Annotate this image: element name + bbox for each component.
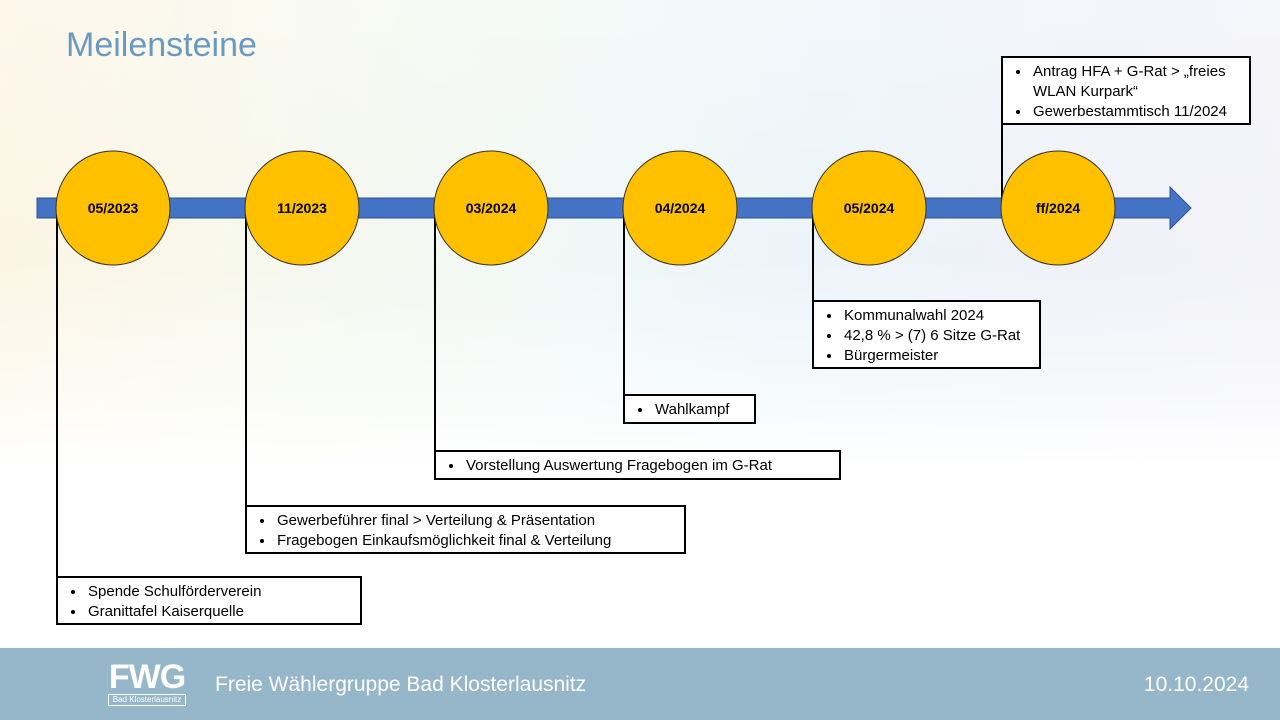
milestone-box: Wahlkampf [623,394,756,424]
milestone-item: Granittafel Kaiserquelle [86,602,352,622]
milestone-item: Fragebogen Einkaufsmöglichkeit final & V… [275,531,676,551]
milestone-date: ff/2024 [1036,200,1081,216]
milestone-item: Gewerbestammtisch 11/2024 [1031,102,1241,122]
organization: Freie Wählergruppe Bad Klosterlausnitz [215,673,587,696]
milestone-circle [622,150,738,266]
milestone-circle [811,150,927,266]
timeline: 05/2023 11/2023 03/2024 04/2024 05/2024 ff/20… [36,125,1192,576]
milestone-item: Bürgermeister [842,346,1031,366]
item-list: Gewerbeführer final > Verteilung & Präse… [247,507,684,555]
milestone-circle [1000,150,1116,266]
item-list: Antrag HFA + G-Rat > „freies WLAN Kurpar… [1003,58,1249,126]
item-list: Wahlkampf [625,396,754,424]
milestone-item: Gewerbeführer final > Verteilung & Präse… [275,511,676,531]
milestone-item: Wahlkampf [653,400,746,420]
milestone-item: 42,8 % > (7) 6 Sitze G-Rat [842,326,1031,346]
milestone-date: 03/2024 [466,200,517,216]
milestone-box: Spende SchulfördervereinGranittafel Kais… [56,576,362,625]
footer: FWG Bad Klosterlausnitz Freie Wählergrup… [0,648,1280,720]
timeline-arrow [36,185,1192,231]
item-list: Kommunalwahl 202442,8 % > (7) 6 Sitze G-… [814,302,1039,370]
milestone-box: Vorstellung Auswertung Fragebogen im G-R… [434,450,841,480]
milestone-date: 11/2023 [277,200,327,216]
item-list: Vorstellung Auswertung Fragebogen im G-R… [436,452,839,480]
slide-title: Meilensteine [66,26,257,64]
milestone-circle [433,150,549,266]
item-list: Spende SchulfördervereinGranittafel Kais… [58,578,360,626]
milestone-item: Kommunalwahl 2024 [842,306,1031,326]
logo: FWG Bad Klosterlausnitz [108,660,186,706]
milestone-box: Kommunalwahl 202442,8 % > (7) 6 Sitze G-… [812,300,1041,369]
logo-subtext: Bad Klosterlausnitz [108,694,186,706]
milestone-item: Spende Schulförderverein [86,582,352,602]
footer-date: 10.10.2024 [1143,673,1249,696]
milestone-item: Vorstellung Auswertung Fragebogen im G-R… [464,456,831,476]
milestone-circle [55,150,171,266]
milestone-circle [244,150,360,266]
milestone-date: 05/2024 [844,200,895,216]
milestone-item: Antrag HFA + G-Rat > „freies WLAN Kurpar… [1031,62,1241,102]
milestone-date: 04/2024 [655,200,706,216]
logo-text: FWG [108,658,186,696]
milestone-date: 05/2023 [88,200,139,216]
milestone-box: Antrag HFA + G-Rat > „freies WLAN Kurpar… [1001,56,1251,125]
milestone-box: Gewerbeführer final > Verteilung & Präse… [245,505,686,554]
